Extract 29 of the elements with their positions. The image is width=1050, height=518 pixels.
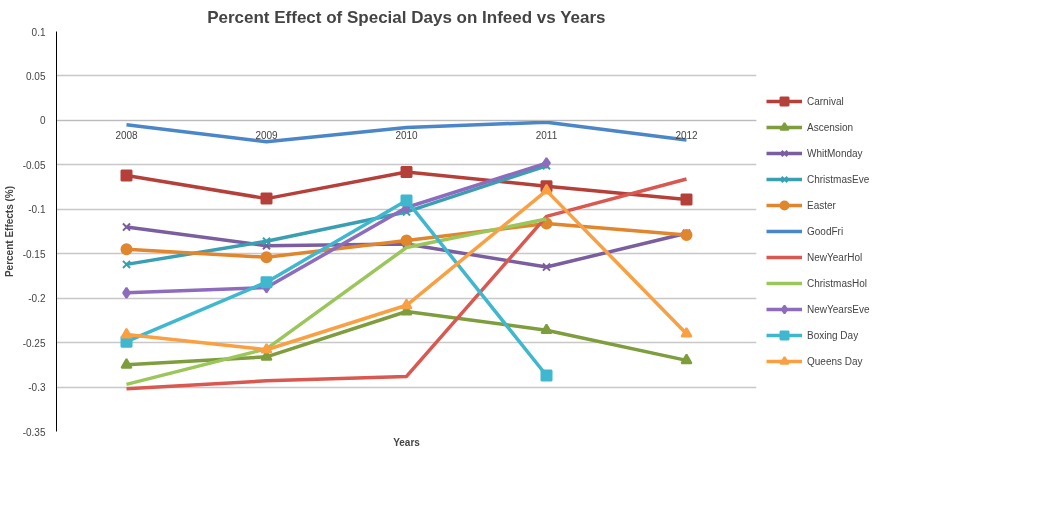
y-tick-label: -0.05 — [22, 159, 46, 171]
chart-title: Percent Effect of Special Days on Infeed vs Years — [207, 7, 606, 27]
legend-label: Carnival — [807, 95, 844, 107]
x-tick-label: 2010 — [395, 130, 419, 142]
y-tick-label: 0.1 — [31, 26, 46, 38]
legend-label: Boxing Day — [807, 329, 859, 341]
y-tick-label: -0.2 — [28, 293, 46, 305]
x-tick-label: 2012 — [675, 130, 699, 142]
legend-label: NewYearHol — [807, 251, 863, 263]
y-tick-label: -0.1 — [28, 204, 46, 216]
x-tick-label: 2009 — [255, 130, 279, 142]
legend-label: Easter — [807, 199, 836, 211]
x-tick-label: 2011 — [535, 130, 558, 142]
y-axis-title: Percent Effects (%) — [3, 185, 15, 278]
legend-label: Ascension — [807, 121, 854, 133]
y-tick-label: 0.05 — [26, 70, 46, 82]
legend-label: Queens Day — [807, 355, 863, 367]
x-tick-label: 2008 — [115, 130, 139, 142]
legend-label: NewYearsEve — [807, 303, 870, 315]
y-tick-label: -0.25 — [22, 337, 46, 349]
y-tick-label: 0 — [39, 115, 46, 127]
y-tick-label: -0.3 — [28, 382, 46, 394]
legend-label: ChristmasEve — [807, 173, 870, 185]
legend-label: ChristmasHol — [807, 277, 868, 289]
x-axis-title: Years — [393, 436, 421, 448]
legend-label: WhitMonday — [807, 147, 863, 159]
y-tick-label: -0.35 — [22, 426, 46, 438]
legend-label: GoodFri — [807, 225, 844, 237]
y-tick-label: -0.15 — [22, 248, 46, 260]
